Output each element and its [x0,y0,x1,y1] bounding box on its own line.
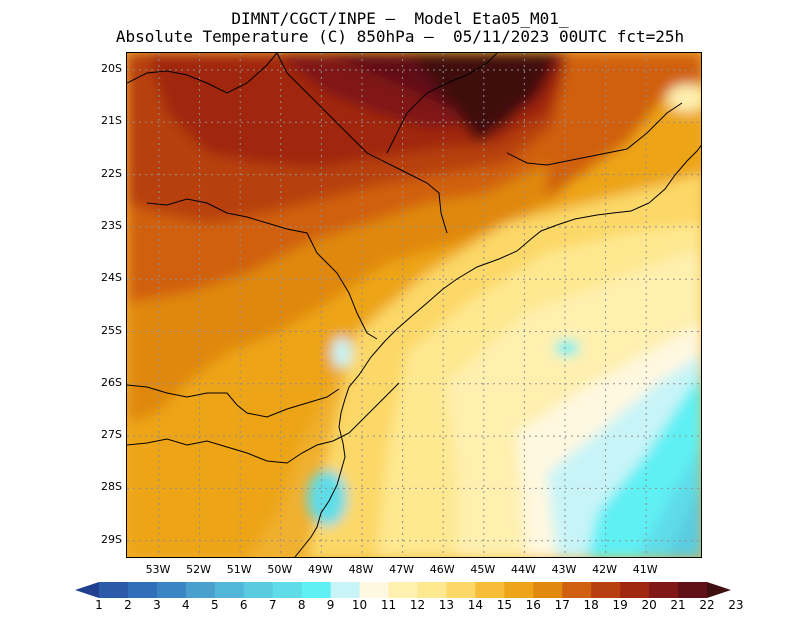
temperature-map [126,52,702,558]
colorbar-cell [75,582,99,598]
colorbar-label: 14 [467,598,484,612]
colorbar-label: 6 [239,598,248,612]
lon-tick-label: 44W [510,563,536,576]
lon-tick-label: 53W [145,563,171,576]
colorbar-cell [707,582,731,598]
colorbar-label: 19 [612,598,628,612]
lon-tick-label: 41W [632,563,658,576]
lon-tick-label: 47W [389,563,415,576]
colorbar-label: 15 [496,598,512,612]
colorbar-label: 4 [182,598,190,612]
colorbar-legend [75,582,731,598]
colorbar-cell [185,582,216,598]
lon-tick-label: 52W [186,563,212,576]
lon-tick-label: 46W [429,563,455,576]
colorbar-label: 18 [583,598,599,612]
state-border-f [506,102,683,166]
colorbar-label: 17 [554,598,570,612]
lon-tick-label: 49W [307,563,333,576]
map-title-line1: DIMNT/CGCT/INPE – Model Eta05_M01_ [231,9,569,28]
lat-tick-label: 28S [101,480,122,494]
colorbar-cell [591,582,621,598]
coastline [294,144,701,557]
colorbar-label: 21 [670,598,686,612]
lat-tick-label: 22S [101,166,122,180]
colorbar-label: 22 [699,598,715,612]
lat-tick-label: 29S [101,532,122,546]
colorbar-label: 10 [351,598,368,612]
colorbar-label: 20 [641,598,657,612]
colorbar-label: 3 [153,598,161,612]
colorbar-cell [330,582,361,598]
colorbar-cell [620,582,650,598]
lon-tick-label: 45W [470,563,496,576]
colorbar-cell [678,582,708,598]
colorbar-cell [475,582,505,598]
lat-tick-label: 24S [101,271,122,285]
field-patch-cool-a [307,470,347,526]
state-border-e [276,53,448,234]
colorbar-cell [504,582,534,598]
colorbar-cell [649,582,679,598]
colorbar-label: 1 [95,598,103,612]
map-title-line2: Absolute Temperature (C) 850hPa – 05/11/… [115,27,685,46]
lon-tick-label: 43W [551,563,577,576]
colorbar-cell [99,582,129,598]
colorbar-cell [127,582,158,598]
lat-tick-label: 21S [101,114,122,128]
colorbar-label: 5 [210,598,219,612]
colorbar-label: 12 [409,598,426,612]
colorbar-cell [562,582,592,598]
state-border-c [146,198,378,340]
state-border-g [386,53,498,154]
lon-tick-label: 42W [592,563,618,576]
field-patch-cool-c [555,340,579,356]
colorbar-cell [446,582,476,598]
colorbar-label: 16 [525,598,541,612]
colorbar-cell [272,582,303,598]
colorbar-cell [243,582,274,598]
field-patch-cool-b [332,337,352,369]
colorbar-cell [388,582,418,598]
field-band-23 [407,53,557,143]
colorbar-cell [156,582,187,598]
colorbar-label: 23 [728,598,744,612]
colorbar-cell [301,582,332,598]
lon-tick-label: 50W [267,563,293,576]
colorbar-label: 2 [124,598,132,612]
colorbar-cell [417,582,447,598]
field-band-ne-warm [547,53,701,203]
state-border-a [127,382,400,464]
field-patch-cool-d [667,84,701,112]
colorbar-label: 7 [268,598,277,612]
colorbar-label: 8 [297,598,306,612]
lat-tick-label: 23S [101,218,122,232]
state-border-d [127,53,278,94]
colorbar-label: 13 [438,598,455,612]
colorbar-label: 9 [326,598,335,612]
lat-tick-label: 27S [101,428,122,442]
colorbar-cell [359,582,390,598]
colorbar-cell [533,582,563,598]
state-border-b [127,384,340,418]
lon-tick-label: 48W [348,563,374,576]
lon-tick-label: 51W [226,563,252,576]
field-band-7 [667,486,701,557]
colorbar-label: 11 [380,598,397,612]
coastline-and-borders [127,53,701,557]
lat-lon-grid [127,53,701,557]
lat-tick-label: 25S [101,323,122,337]
lat-tick-label: 26S [101,375,122,389]
colorbar-cell [214,582,245,598]
lat-tick-label: 20S [101,62,122,75]
